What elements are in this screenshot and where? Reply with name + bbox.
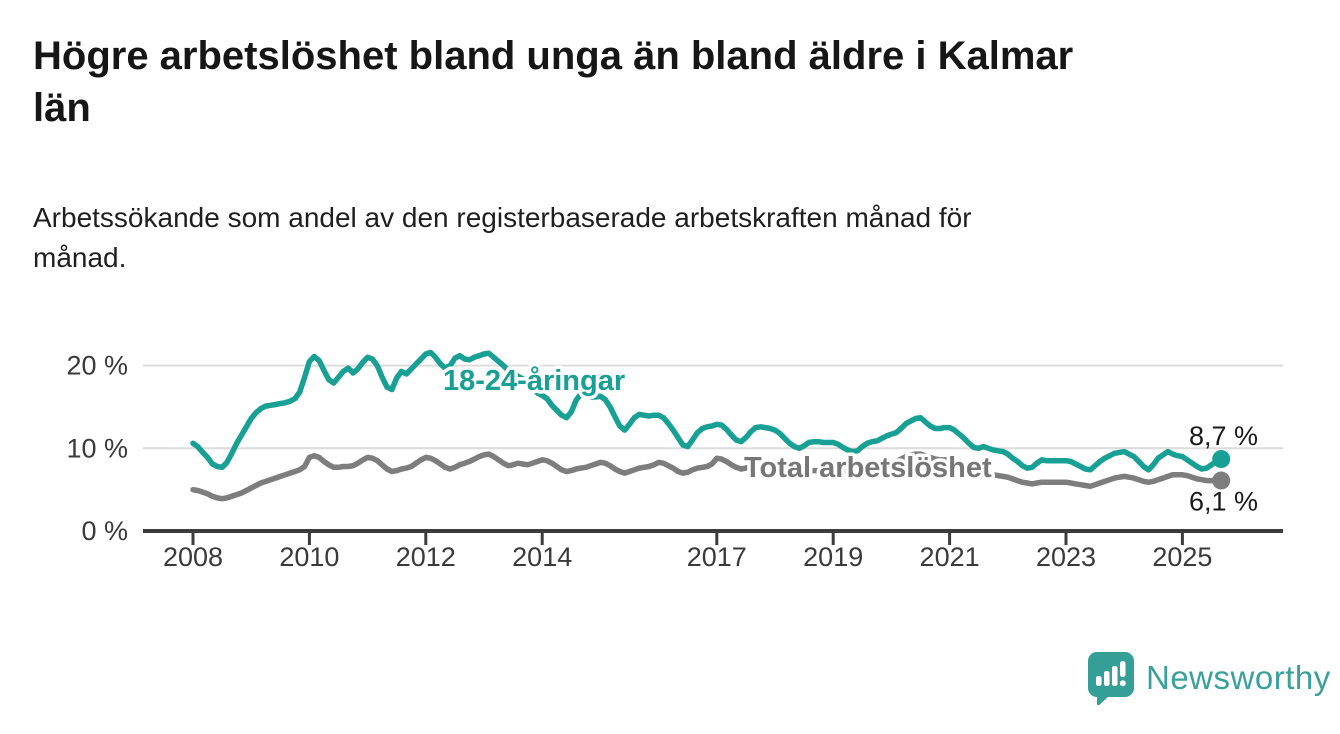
chart-subtitle-line-1: Arbetssökande som andel av den registerb… xyxy=(33,202,972,233)
newsworthy-logo-icon xyxy=(1088,652,1134,705)
x-tick-label: 2012 xyxy=(396,542,456,572)
brand-footer: Newsworthy xyxy=(1086,651,1331,705)
x-tick-label: 2021 xyxy=(920,542,980,572)
series-end-dot-total xyxy=(1212,471,1231,490)
chart-title-line-2: län xyxy=(33,86,91,130)
speech-bubble-shape xyxy=(1088,652,1134,705)
y-tick-label: 20 % xyxy=(66,351,128,381)
logo-bars-icon xyxy=(1096,661,1126,687)
y-tick-label: 0 % xyxy=(81,516,128,546)
x-tick-label: 2017 xyxy=(687,542,747,572)
series-end-dot-youth xyxy=(1212,450,1231,469)
chart-title: Högre arbetslöshet bland unga än bland ä… xyxy=(33,30,1303,134)
brand-wordmark: Newsworthy xyxy=(1146,659,1331,696)
x-tick-label: 2019 xyxy=(803,542,863,572)
series-name-label-total: Total arbetslöshet xyxy=(744,452,992,484)
line-chart: 2008 2010 2012 2014 2017 2019 2021 2023 2025 0 % 1… xyxy=(0,300,1340,640)
chart-subtitle: Arbetssökande som andel av den registerb… xyxy=(33,198,1253,278)
series-line-youth xyxy=(190,349,1224,473)
x-tick-label: 2023 xyxy=(1036,542,1096,572)
series-end-value-youth: 8,7 % xyxy=(1189,421,1258,451)
series-name-label-youth: 18-24-åringar xyxy=(443,365,625,397)
series-line-total xyxy=(190,451,1224,502)
chart-subtitle-line-2: månad. xyxy=(33,242,127,273)
chart-svg: 2008 2010 2012 2014 2017 2019 2021 2023 2025 0 % 1… xyxy=(66,349,1283,572)
x-tick-label: 2010 xyxy=(279,542,339,572)
x-tick-label: 2008 xyxy=(163,542,223,572)
chart-title-line-1: Högre arbetslöshet bland unga än bland ä… xyxy=(33,34,1074,78)
x-tick-label: 2025 xyxy=(1152,542,1212,572)
series-end-value-total: 6,1 % xyxy=(1189,487,1258,517)
x-tick-label: 2014 xyxy=(512,542,572,572)
y-tick-label: 10 % xyxy=(66,433,128,463)
